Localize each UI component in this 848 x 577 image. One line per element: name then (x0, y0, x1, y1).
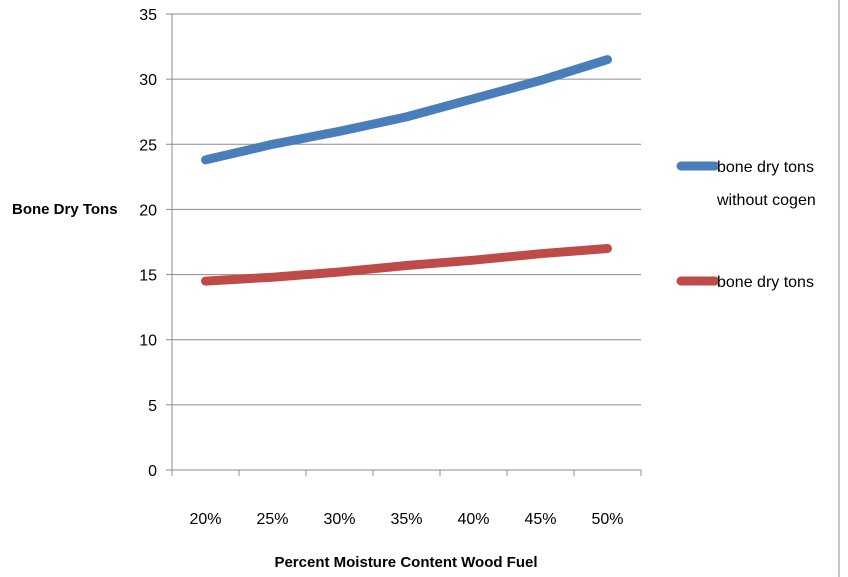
x-tick-labels: 20% 25% 30% 35% 40% 45% 50% (189, 511, 623, 528)
y-tick-label: 15 (139, 268, 157, 285)
y-tick-label: 10 (139, 333, 157, 350)
x-tick-label: 35% (390, 511, 422, 528)
y-axis-title: Bone Dry Tons (12, 201, 118, 218)
x-tick-label: 25% (256, 511, 288, 528)
x-tick-label: 45% (524, 511, 556, 528)
y-tick-label: 5 (148, 398, 157, 415)
x-tick-label: 30% (323, 511, 355, 528)
y-tick-label: 30 (139, 72, 157, 89)
y-tick-labels: 0 5 10 15 20 25 30 35 (139, 7, 157, 480)
x-tick-label: 40% (457, 511, 489, 528)
y-tick-label: 0 (148, 463, 157, 480)
axes (171, 14, 642, 476)
legend: bone dry tons without cogen bone dry tons (676, 159, 816, 291)
y-tick-label: 35 (139, 7, 157, 24)
legend-label: without cogen (716, 192, 816, 209)
x-tick-label: 50% (591, 511, 623, 528)
series-lines (201, 55, 612, 286)
y-tick-label: 25 (139, 137, 157, 154)
x-axis-title: Percent Moisture Content Wood Fuel (274, 554, 537, 571)
legend-label: bone dry tons (717, 159, 814, 176)
legend-label: bone dry tons (717, 274, 814, 291)
gridlines (166, 13, 641, 471)
x-tick-label: 20% (189, 511, 221, 528)
series-line (201, 244, 612, 286)
series-line (201, 55, 612, 165)
y-tick-label: 20 (139, 202, 157, 219)
